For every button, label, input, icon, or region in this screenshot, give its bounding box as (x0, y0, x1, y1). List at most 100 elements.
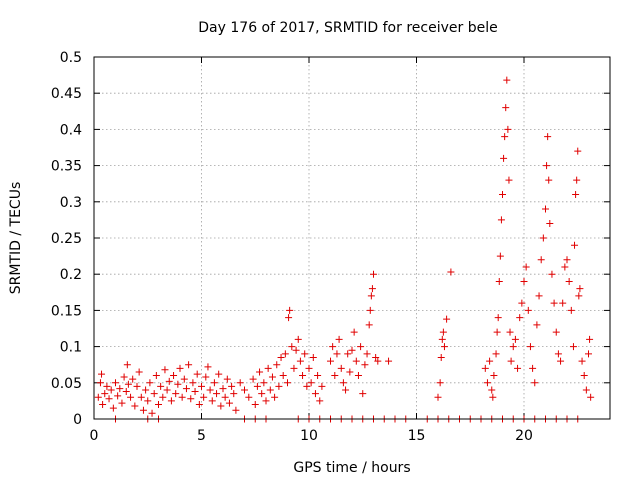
data-point (370, 270, 377, 278)
data-point (303, 382, 311, 390)
data-point (440, 343, 448, 351)
data-point (210, 379, 218, 387)
data-point (148, 409, 156, 417)
data-point (339, 379, 347, 387)
data-point (500, 154, 508, 162)
data-point (580, 372, 588, 380)
data-point (225, 399, 233, 407)
data-point (256, 368, 264, 376)
data-point (574, 147, 582, 155)
data-point (112, 379, 119, 387)
data-point (167, 397, 175, 405)
data-point (142, 386, 150, 394)
data-point (533, 321, 541, 329)
data-point (365, 321, 373, 329)
data-point (305, 364, 313, 372)
data-point (514, 364, 522, 372)
data-point (561, 263, 569, 271)
data-point (493, 328, 501, 336)
data-point (200, 393, 208, 401)
data-point (139, 406, 147, 414)
x-tick-label: 20 (515, 428, 533, 444)
data-point (481, 364, 489, 372)
data-point (447, 268, 455, 276)
data-point (582, 386, 590, 394)
scatter-points (94, 76, 595, 423)
data-point (251, 401, 259, 409)
data-point (309, 353, 317, 361)
data-point (372, 353, 380, 361)
data-point (543, 162, 551, 170)
y-tick-label: 0.25 (51, 231, 82, 247)
data-point (518, 299, 526, 307)
data-point (172, 390, 180, 398)
data-point (554, 350, 562, 358)
data-point (507, 357, 515, 365)
data-point (301, 350, 309, 358)
x-tick-label: 0 (90, 428, 99, 444)
data-point (503, 76, 511, 84)
data-point (374, 357, 382, 365)
data-point (337, 364, 345, 372)
data-point (193, 370, 201, 378)
data-point (292, 346, 300, 354)
data-point (497, 216, 505, 224)
data-point (486, 357, 494, 365)
data-point (524, 306, 532, 314)
data-point (578, 357, 586, 365)
data-point (505, 176, 513, 184)
data-point (504, 125, 512, 133)
data-point (245, 393, 253, 401)
data-point (96, 379, 104, 387)
data-point (548, 270, 556, 278)
data-point (346, 368, 354, 376)
data-point (314, 372, 322, 380)
data-point (195, 401, 203, 409)
data-point (438, 335, 446, 343)
data-point (550, 299, 558, 307)
data-point (535, 292, 543, 300)
data-point (344, 350, 352, 358)
data-point (215, 370, 223, 378)
data-point (124, 380, 132, 388)
data-point (123, 361, 131, 369)
data-point (170, 372, 178, 380)
data-point (253, 382, 261, 390)
data-point (565, 277, 573, 285)
x-axis-label: GPS time / hours (293, 460, 410, 476)
data-point (572, 191, 580, 199)
data-point (575, 292, 583, 300)
data-point (286, 306, 294, 314)
data-point (133, 382, 141, 390)
data-point (266, 386, 274, 394)
data-point (268, 373, 276, 381)
data-point (483, 379, 491, 387)
data-point (221, 393, 229, 401)
data-point (443, 315, 451, 323)
data-point (573, 176, 581, 184)
data-point (285, 314, 293, 322)
data-point (563, 256, 571, 264)
data-point (120, 373, 128, 381)
data-point (118, 399, 126, 407)
data-point (363, 350, 371, 358)
data-point (526, 343, 534, 351)
data-point (539, 234, 547, 242)
y-tick-label: 0.2 (60, 267, 82, 283)
data-point (357, 343, 365, 351)
grid-lines (94, 57, 610, 419)
data-point (434, 393, 442, 401)
x-tick-labels: 0 5 10 15 20 (90, 428, 533, 444)
data-point (206, 386, 214, 394)
data-point (537, 256, 545, 264)
data-point (294, 335, 302, 343)
data-point (587, 393, 595, 401)
data-point (501, 133, 509, 141)
data-point (109, 404, 117, 412)
data-point (262, 397, 270, 405)
data-point (509, 343, 517, 351)
data-point (180, 375, 188, 383)
data-point (542, 205, 549, 213)
data-point (219, 385, 227, 393)
data-point (94, 393, 102, 401)
